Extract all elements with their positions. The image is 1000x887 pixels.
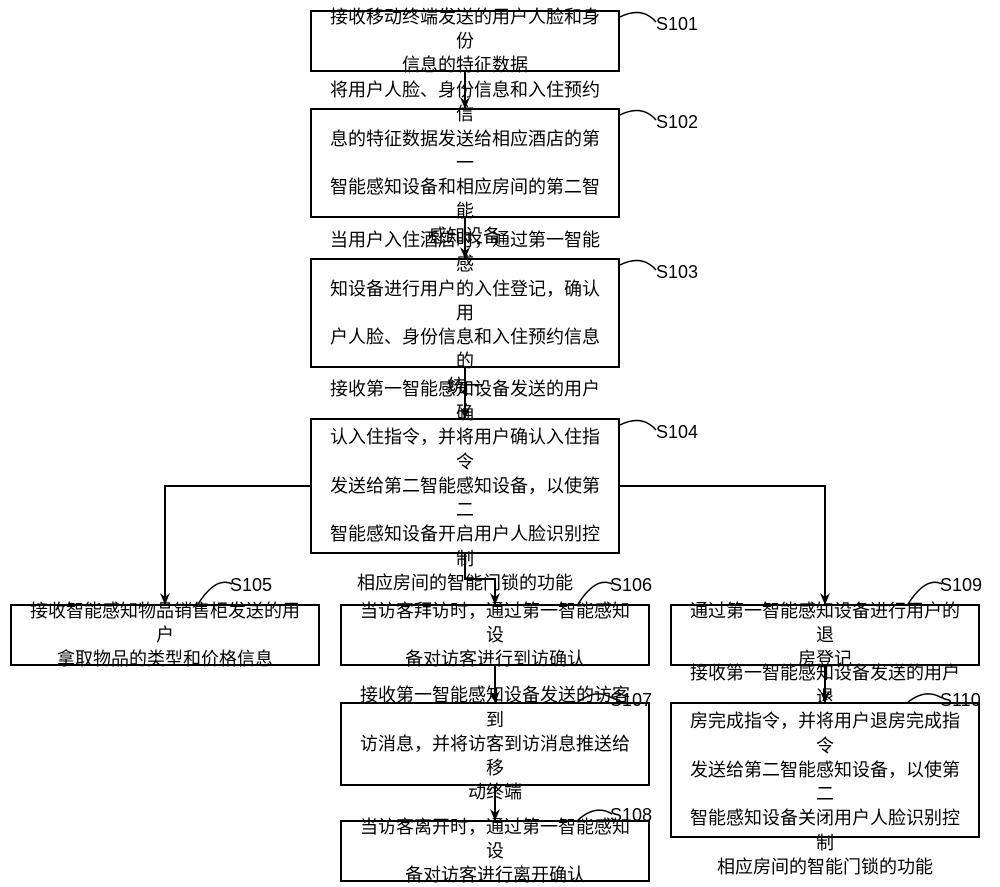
flow-node-s104: 接收第一智能感知设备发送的用户确认入住指令，并将用户确认入住指令发送给第二智能感… xyxy=(310,418,620,554)
step-label-s103: S103 xyxy=(656,262,698,283)
step-label-s104: S104 xyxy=(656,422,698,443)
flow-node-text: 接收智能感知物品销售柜发送的用户拿取物品的类型和价格信息 xyxy=(22,599,308,672)
step-label-s110: S110 xyxy=(940,690,981,711)
flow-node-text: 接收第一智能感知设备发送的用户确认入住指令，并将用户确认入住指令发送给第二智能感… xyxy=(322,377,608,596)
flow-node-text: 当访客离开时，通过第一智能感知设备对访客进行离开确认 xyxy=(352,815,638,887)
flow-node-s103: 当用户入住酒店时，通过第一智能感知设备进行用户的入住登记，确认用户人脸、身份信息… xyxy=(310,258,620,368)
flow-node-text: 当用户入住酒店时，通过第一智能感知设备进行用户的入住登记，确认用户人脸、身份信息… xyxy=(322,228,608,398)
flow-node-text: 将用户人脸、身份信息和入住预约信息的特征数据发送给相应酒店的第一智能感知设备和相… xyxy=(322,78,608,248)
flow-node-s106: 当访客拜访时，通过第一智能感知设备对访客进行到访确认 xyxy=(340,604,650,666)
flow-node-text: 接收第一智能感知设备发送的用户退房完成指令，并将用户退房完成指令发送给第二智能感… xyxy=(682,661,968,880)
flow-node-text: 接收移动终端发送的用户人脸和身份信息的特征数据 xyxy=(322,5,608,78)
step-label-s106: S106 xyxy=(610,575,652,596)
flow-node-s109: 通过第一智能感知设备进行用户的退房登记 xyxy=(670,604,980,666)
flow-node-s105: 接收智能感知物品销售柜发送的用户拿取物品的类型和价格信息 xyxy=(10,604,320,666)
step-label-s105: S105 xyxy=(230,575,272,596)
step-label-s108: S108 xyxy=(610,805,652,826)
step-label-s107: S107 xyxy=(610,690,652,711)
step-label-s109: S109 xyxy=(940,575,982,596)
flow-node-text: 接收第一智能感知设备发送的访客到访消息，并将访客到访消息推送给移动终端 xyxy=(352,683,638,804)
flow-node-s110: 接收第一智能感知设备发送的用户退房完成指令，并将用户退房完成指令发送给第二智能感… xyxy=(670,702,980,838)
flow-node-s102: 将用户人脸、身份信息和入住预约信息的特征数据发送给相应酒店的第一智能感知设备和相… xyxy=(310,108,620,218)
flow-node-s107: 接收第一智能感知设备发送的访客到访消息，并将访客到访消息推送给移动终端 xyxy=(340,702,650,786)
step-label-s102: S102 xyxy=(656,112,698,133)
flow-node-s108: 当访客离开时，通过第一智能感知设备对访客进行离开确认 xyxy=(340,820,650,882)
flow-node-s101: 接收移动终端发送的用户人脸和身份信息的特征数据 xyxy=(310,10,620,72)
flow-node-text: 当访客拜访时，通过第一智能感知设备对访客进行到访确认 xyxy=(352,599,638,672)
step-label-s101: S101 xyxy=(656,14,698,35)
flowchart-canvas: 接收移动终端发送的用户人脸和身份信息的特征数据 将用户人脸、身份信息和入住预约信… xyxy=(0,0,1000,884)
